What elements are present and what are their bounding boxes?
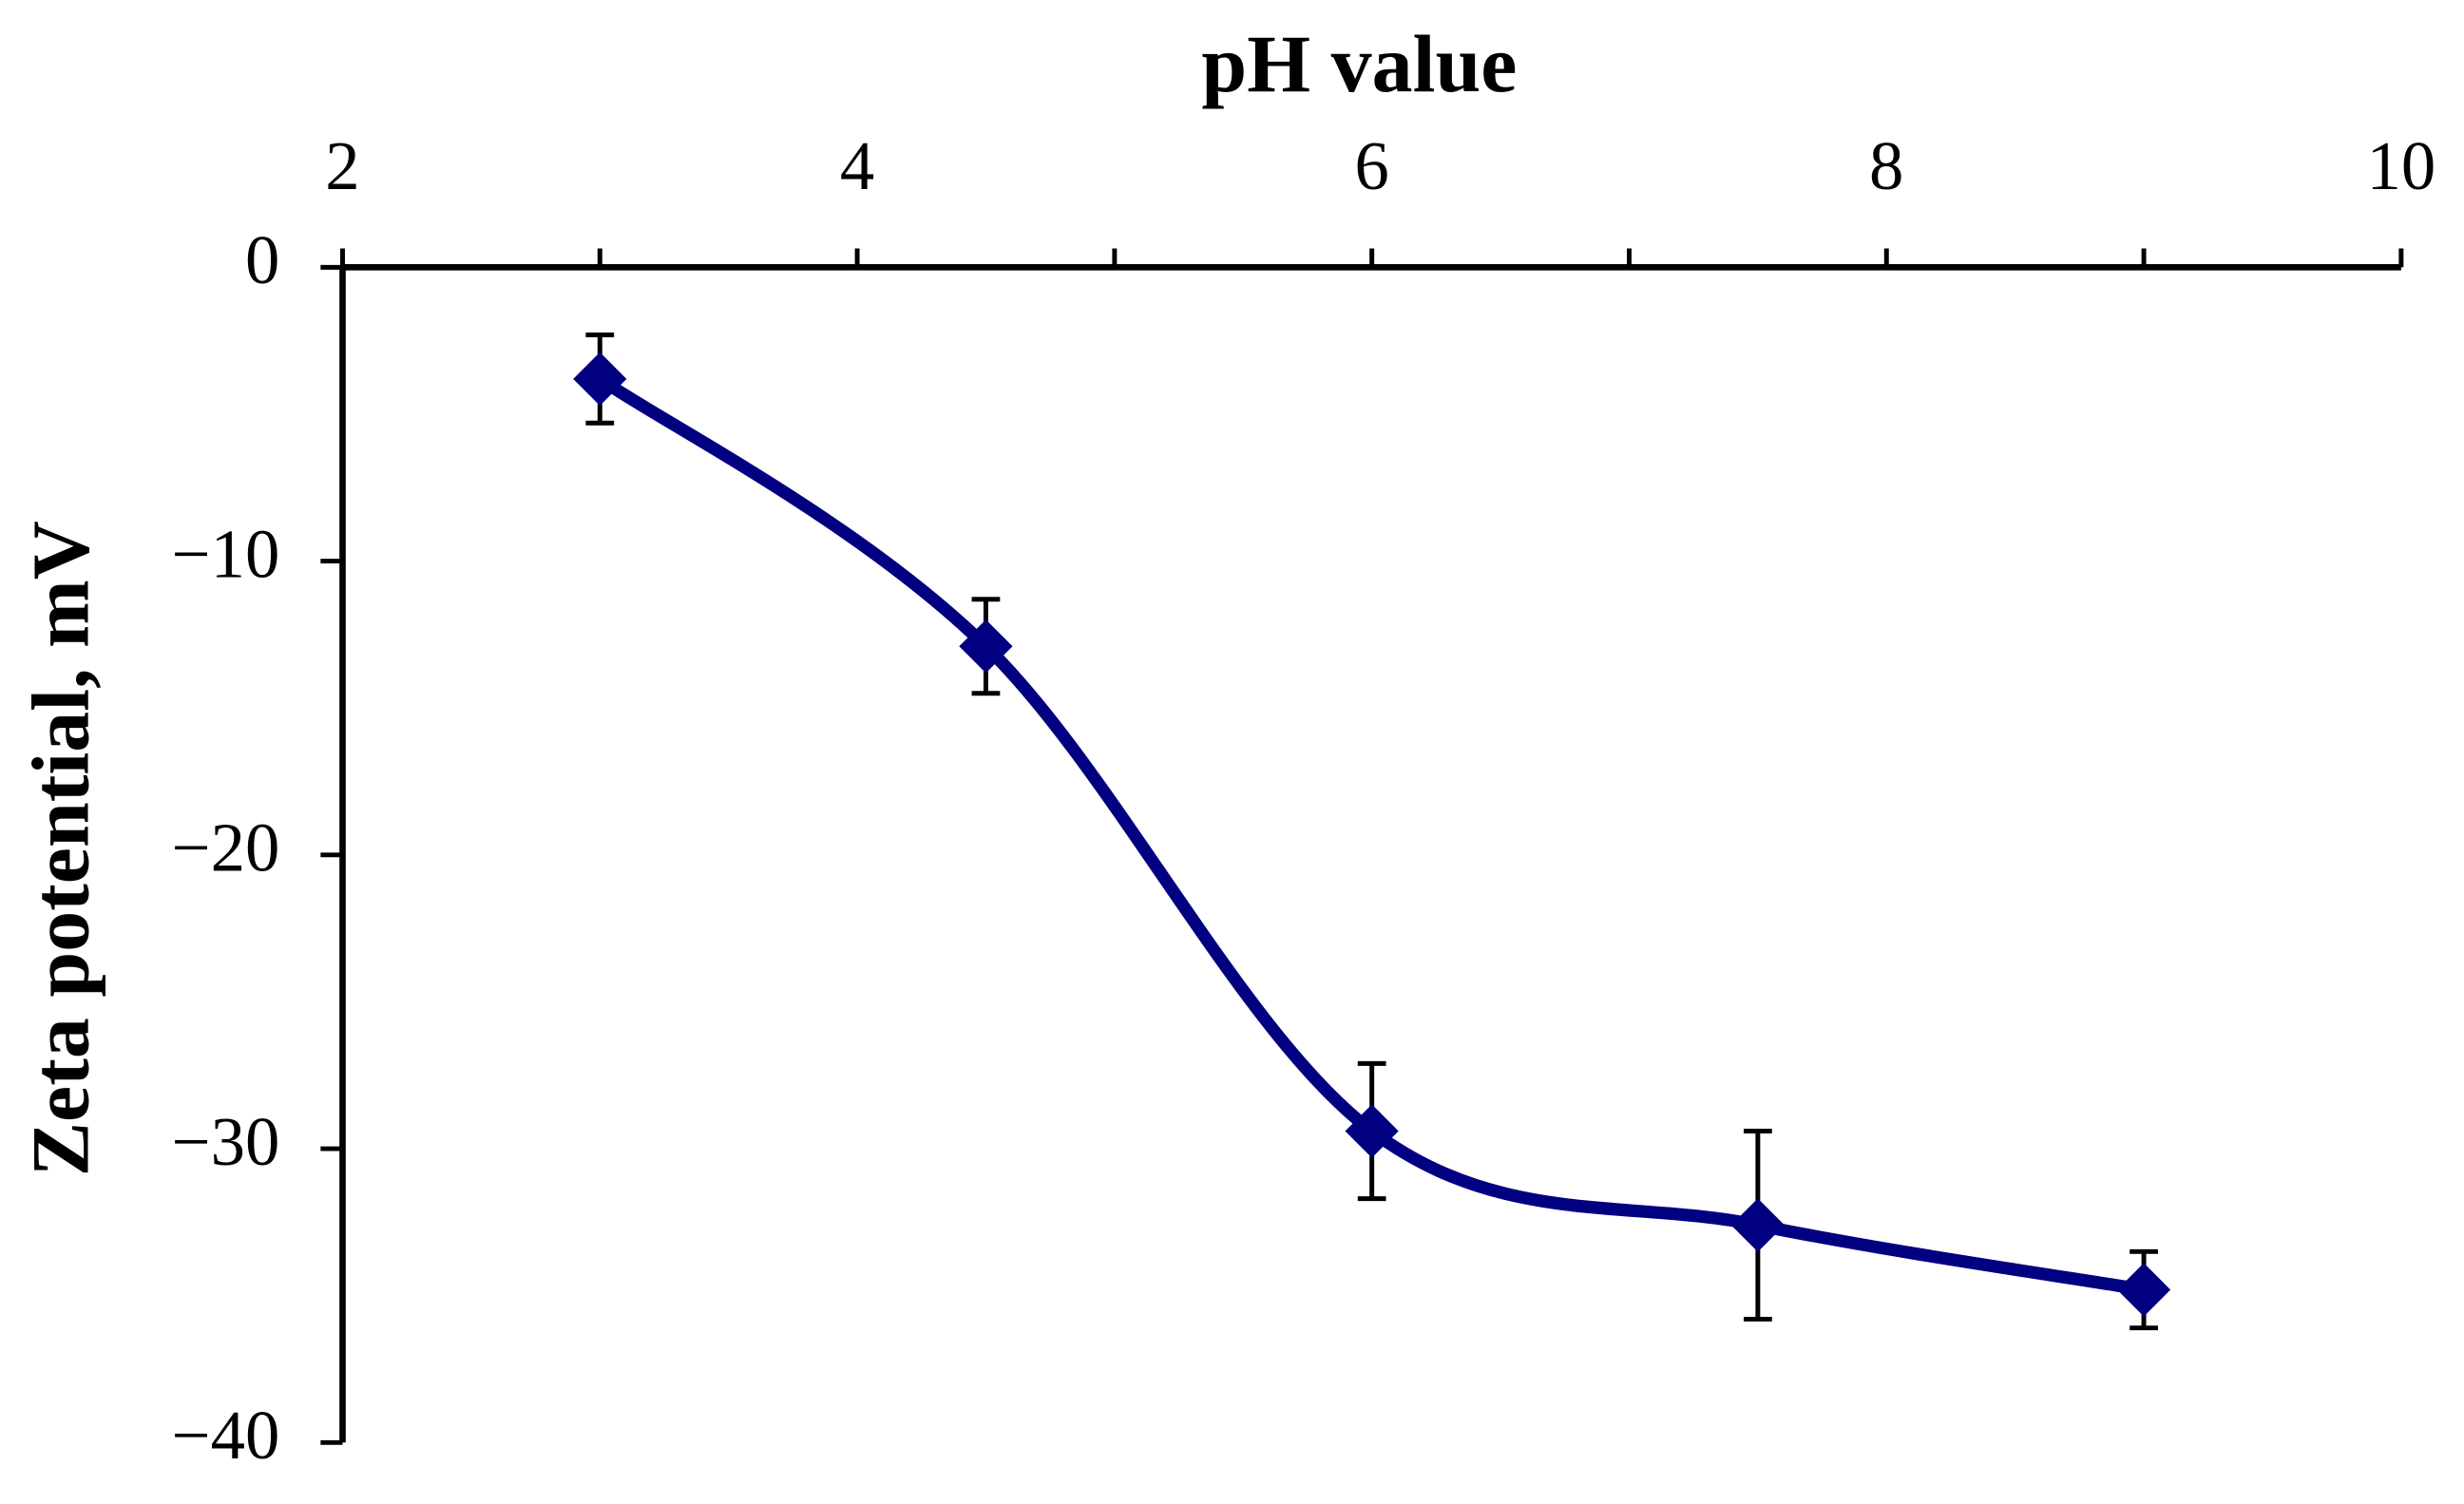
x-tick-label: 8 [1869,127,1903,204]
y-tick-label: −40 [172,1397,280,1474]
y-tick-label: −30 [172,1103,280,1180]
data-point [2116,1263,2171,1317]
x-tick-label: 10 [2366,127,2435,204]
y-tick-label: −20 [172,809,280,886]
y-axis-label: Zeta potential, mV [14,521,105,1176]
x-tick-label: 2 [325,127,359,204]
x-tick-label: 6 [1354,127,1388,204]
data-line [596,373,2146,1297]
y-tick-label: −10 [172,515,280,592]
data-point [1730,1198,1785,1252]
y-tick-label: 0 [245,221,279,298]
chart-title: pH value [1201,18,1517,109]
x-tick-label: 4 [840,127,874,204]
